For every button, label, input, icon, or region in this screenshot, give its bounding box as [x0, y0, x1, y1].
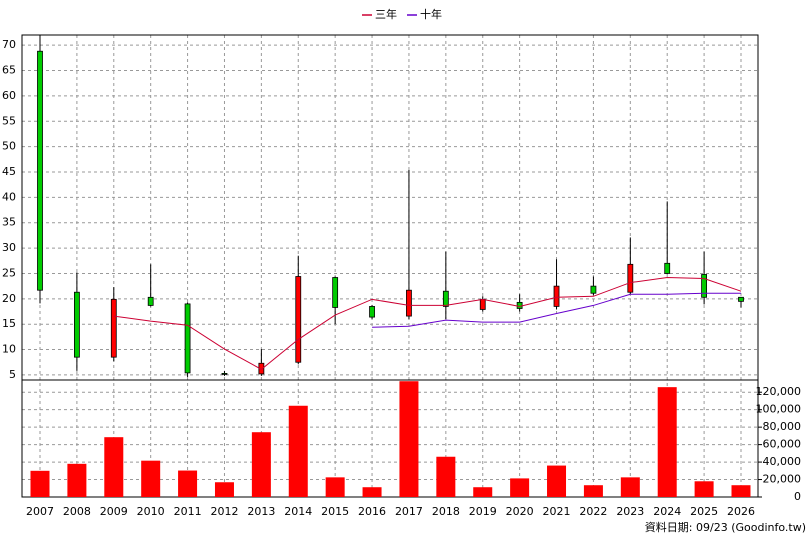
x-tick-label: 2007	[26, 505, 54, 518]
volume-bar	[214, 482, 234, 497]
x-tick-label: 2010	[137, 505, 165, 518]
x-tick-label: 2020	[506, 505, 534, 518]
x-tick-label: 2026	[727, 505, 755, 518]
volume-bar	[510, 478, 530, 497]
x-tick-label: 2024	[653, 505, 681, 518]
y2-tick-label: 60,000	[763, 438, 802, 451]
y-tick-label: 65	[2, 64, 16, 77]
candle-body	[442, 290, 449, 307]
candle-body	[664, 262, 671, 274]
y-tick-label: 55	[2, 114, 16, 127]
x-tick-label: 2008	[63, 505, 91, 518]
x-tick-label: 2017	[395, 505, 423, 518]
volume-bar	[694, 481, 714, 497]
y2-tick-label: 120,000	[756, 385, 802, 398]
candle-body	[295, 276, 302, 363]
volume-bar	[104, 437, 124, 497]
volume-bar	[251, 432, 271, 497]
y-tick-label: 70	[2, 38, 16, 51]
x-tick-label: 2025	[690, 505, 718, 518]
y2-tick-label: 0	[794, 490, 801, 503]
volume-bar	[399, 381, 419, 497]
candle-body	[37, 50, 43, 291]
x-tick-label: 2012	[210, 505, 238, 518]
candle-body	[406, 289, 412, 317]
y-tick-label: 10	[2, 343, 16, 356]
volume-bar	[30, 470, 50, 497]
volume-bar	[288, 405, 308, 497]
candle-body	[184, 303, 191, 374]
volume-bar	[620, 477, 640, 497]
candle-body	[110, 298, 117, 358]
volume-bar	[141, 460, 161, 497]
candle-body	[369, 306, 375, 318]
x-tick-label: 2014	[284, 505, 312, 518]
x-tick-label: 2009	[100, 505, 128, 518]
y2-tick-label: 20,000	[763, 473, 802, 486]
y-tick-label: 30	[2, 241, 16, 254]
volume-bar	[731, 485, 751, 497]
volume-bar	[362, 487, 382, 497]
candle-body	[479, 298, 486, 310]
y-tick-label: 5	[9, 368, 16, 381]
x-tick-label: 2023	[616, 505, 644, 518]
y2-tick-label: 40,000	[763, 455, 802, 468]
y-tick-label: 60	[2, 89, 16, 102]
x-tick-label: 2015	[321, 505, 349, 518]
candle-body	[332, 277, 339, 308]
note: 資料日期: 09/23 (Goodinfo.tw)	[645, 520, 806, 534]
candle-body	[258, 362, 265, 375]
volume-bar	[583, 485, 603, 497]
volume-bar	[178, 470, 198, 497]
volume-bar	[436, 456, 456, 497]
ma-line	[113, 277, 742, 370]
legend-label: 十年	[420, 7, 442, 21]
ma-line	[372, 292, 741, 328]
volume-bar	[657, 387, 677, 497]
candle-body	[73, 291, 80, 358]
x-tick-label: 2021	[543, 505, 571, 518]
x-tick-label: 2019	[469, 505, 497, 518]
candle-body	[553, 285, 560, 307]
x-tick-label: 2016	[358, 505, 386, 518]
candle-body	[221, 373, 228, 375]
y-tick-label: 40	[2, 190, 16, 203]
volume-bar	[547, 465, 567, 497]
volume-bar	[325, 477, 345, 497]
y-tick-label: 15	[2, 317, 16, 330]
candle-body	[701, 274, 708, 298]
volume-bar	[67, 463, 87, 497]
volume-bar	[473, 487, 493, 497]
legend-label: 三年	[375, 7, 397, 21]
x-tick-label: 2022	[579, 505, 607, 518]
candle-body	[590, 285, 597, 294]
candle-body	[627, 263, 634, 293]
y-tick-label: 45	[2, 165, 16, 178]
y-tick-label: 20	[2, 292, 16, 305]
y-tick-label: 50	[2, 140, 16, 153]
candle-body	[516, 301, 523, 309]
y-tick-label: 35	[2, 216, 16, 229]
y-tick-label: 25	[2, 266, 16, 279]
plot-frame	[21, 34, 759, 498]
x-tick-label: 2013	[247, 505, 275, 518]
candle-body	[738, 296, 744, 302]
y2-tick-label: 80,000	[763, 420, 802, 433]
x-tick-label: 2011	[174, 505, 202, 518]
candle-body	[147, 296, 154, 306]
x-tick-label: 2018	[432, 505, 460, 518]
y2-tick-label: 100,000	[756, 403, 802, 416]
